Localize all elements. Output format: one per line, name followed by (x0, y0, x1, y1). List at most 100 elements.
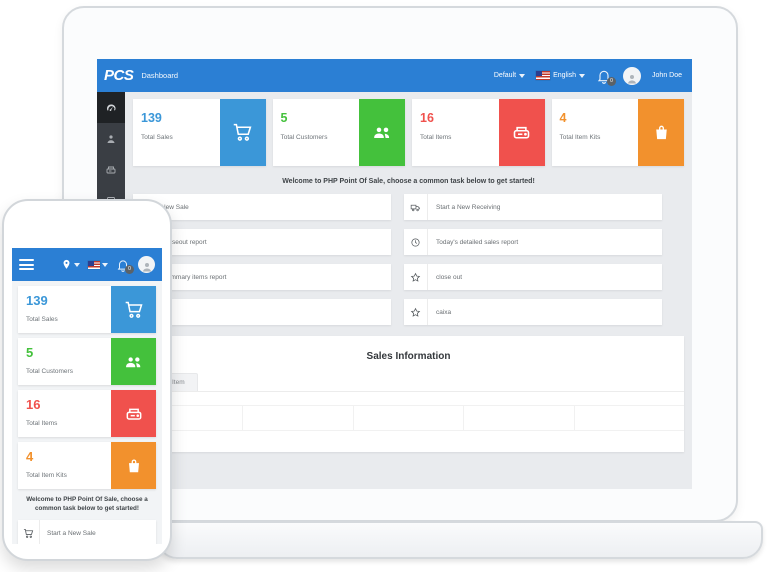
sidebar-item-customers[interactable] (97, 123, 125, 154)
phone-stat-card-total-item-kits: 4 Total Item Kits (18, 442, 156, 489)
us-flag-icon (88, 260, 100, 269)
total-items-value: 16 (420, 111, 434, 125)
task-label: Today's detailed sales report (436, 238, 519, 246)
task-detailed-sales-report[interactable]: Today's detailed sales report (404, 229, 662, 255)
items-icon (106, 166, 116, 173)
total-items-label: Total Items (26, 420, 58, 427)
task-label: close out (436, 273, 463, 281)
notifications-button[interactable]: 0 (596, 68, 617, 86)
total-sales-label: Total Sales (141, 134, 173, 141)
task-caixa[interactable]: caixa (404, 299, 662, 325)
task-start-new-sale[interactable]: Start a New Sale (133, 194, 391, 220)
total-item-kits-value: 4 (559, 111, 567, 125)
phone-store-selector[interactable] (61, 259, 80, 270)
phone-notifications-button[interactable]: 0 (116, 258, 134, 274)
total-customers-label: Total Customers (280, 134, 328, 141)
phone-task-start-new-sale[interactable]: Start a New Sale (18, 519, 156, 544)
task-label: Today's closeout report (140, 238, 207, 246)
total-customers-tile (111, 338, 156, 385)
bag-icon (128, 459, 139, 472)
sidebar-item-dashboard[interactable] (97, 92, 125, 123)
total-sales-value: 139 (141, 111, 162, 125)
menu-icon[interactable] (19, 257, 34, 273)
cart-icon (125, 301, 143, 318)
sidebar-item-items[interactable] (97, 154, 125, 185)
total-sales-tile (219, 99, 266, 166)
task-grid: Start a New Sale Start a New Receiving T… (133, 194, 662, 325)
total-customers-value: 5 (280, 111, 288, 125)
sales-information-title: Sales Information (366, 351, 451, 362)
us-flag-icon (536, 71, 551, 80)
table-cell (575, 406, 684, 430)
phone-frame: 0 139 Total Sales 5 (2, 199, 172, 561)
user-name[interactable]: John Doe (652, 72, 682, 79)
cart-icon (233, 123, 252, 141)
phone-welcome-message: Welcome to PHP Point Of Sale, choose a c… (26, 496, 148, 512)
notification-badge: 0 (125, 264, 134, 274)
total-items-tile (498, 99, 545, 166)
language-selector-label: English (553, 72, 577, 79)
total-item-kits-value: 4 (26, 449, 34, 464)
task-closeout-report[interactable]: Today's closeout report (133, 229, 391, 255)
app-logo: PCS (104, 67, 134, 84)
task-label: Today's summary items report (140, 273, 227, 281)
phone-language-selector[interactable] (88, 260, 108, 269)
total-items-value: 16 (26, 397, 41, 412)
phone-stat-card-total-items: 16 Total Items (18, 390, 156, 437)
notification-badge: 0 (607, 76, 617, 86)
task-summary-items-report[interactable]: Today's summary items report (133, 264, 391, 290)
stats-row: 139 Total Sales 5 Total Customers (133, 99, 684, 166)
cart-icon (23, 528, 34, 538)
chevron-down-icon (579, 73, 586, 78)
store-selector[interactable]: Default (494, 72, 526, 79)
stat-card-total-items: 16 Total Items (412, 99, 545, 166)
task-label: caixa (436, 308, 452, 316)
total-customers-label: Total Customers (26, 368, 73, 375)
dashboard-icon (107, 103, 116, 111)
customers-icon (373, 127, 389, 139)
stat-card-total-customers: 5 Total Customers (272, 99, 405, 166)
location-pin-icon (63, 259, 70, 269)
person-icon (142, 263, 151, 272)
sales-table-header (133, 405, 684, 431)
nav-dashboard[interactable]: Dashboard (141, 71, 179, 80)
task-label: Start a New Sale (47, 529, 96, 537)
star-icon (410, 272, 421, 282)
dashboard-main: 139 Total Sales 5 Total Customers (125, 92, 692, 489)
table-cell (133, 406, 244, 430)
bag-icon (655, 125, 667, 140)
star-icon (410, 307, 421, 317)
customers-icon (107, 134, 115, 143)
drawer-icon (126, 408, 141, 420)
total-item-kits-label: Total Item Kits (26, 472, 67, 479)
desktop-topbar: PCS Dashboard Default English 0 (97, 59, 692, 92)
user-avatar[interactable] (623, 66, 642, 85)
table-cell (354, 406, 465, 430)
total-sales-label: Total Sales (26, 316, 58, 323)
chevron-down-icon (102, 262, 108, 267)
task-label: Start a New Receiving (436, 203, 501, 211)
phone-screen: 0 139 Total Sales 5 (12, 248, 162, 544)
laptop-base (157, 521, 763, 559)
customers-icon (125, 356, 140, 367)
welcome-message: Welcome to PHP Point Of Sale, choose a c… (282, 178, 535, 185)
language-selector[interactable]: English (536, 71, 586, 80)
total-sales-value: 139 (26, 293, 48, 308)
total-customers-tile (359, 99, 405, 166)
phone-user-avatar[interactable] (138, 256, 155, 273)
chevron-down-icon (519, 73, 526, 78)
desktop-screen: PCS Dashboard Default English 0 (97, 59, 692, 489)
total-item-kits-label: Total Item Kits (559, 134, 601, 141)
total-item-kits-tile (111, 442, 156, 489)
stat-card-total-sales: 139 Total Sales (133, 99, 266, 166)
phone-stat-card-total-sales: 139 Total Sales (18, 286, 156, 333)
phone-topbar: 0 (12, 248, 162, 281)
sales-tab-bar: Item (133, 373, 684, 392)
total-customers-value: 5 (26, 345, 34, 360)
total-items-tile (111, 390, 156, 437)
receiving-icon (410, 204, 420, 211)
task-start-new-receiving[interactable]: Start a New Receiving (404, 194, 662, 220)
total-item-kits-tile (638, 99, 684, 166)
task-close-out[interactable]: close out (404, 264, 662, 290)
